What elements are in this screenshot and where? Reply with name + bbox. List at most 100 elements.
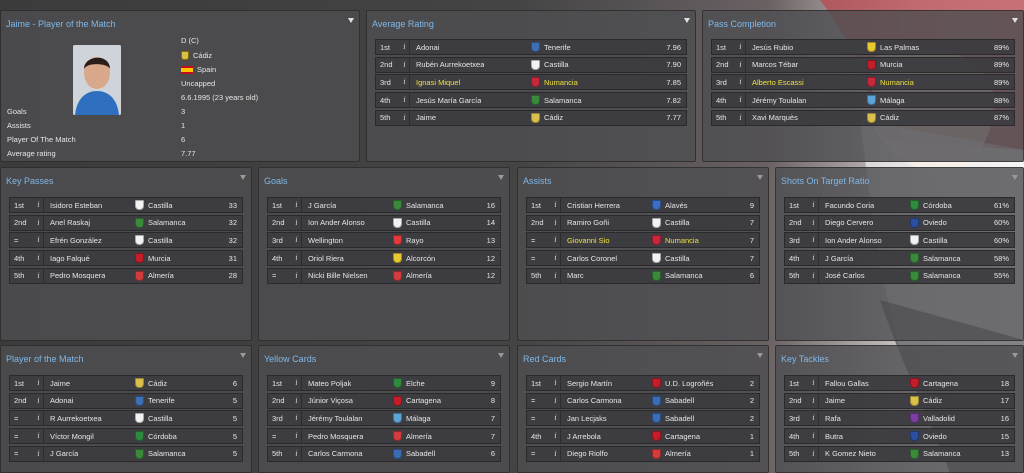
club-link[interactable]: Almería xyxy=(393,431,432,442)
player-name-link[interactable]: Víctor Mongil xyxy=(50,431,94,441)
player-name-link[interactable]: Jaime xyxy=(416,113,437,123)
player-name-link[interactable]: José Carlos xyxy=(825,271,865,281)
player-name-link[interactable]: Ion Ander Alonso xyxy=(825,235,882,245)
club-link[interactable]: Cádiz xyxy=(867,112,899,123)
info-icon[interactable]: i xyxy=(292,446,302,461)
player-name-link[interactable]: Diego Riolfo xyxy=(567,449,608,459)
table-row[interactable]: = i Efrén González Castilla 32 xyxy=(9,232,243,249)
club-link[interactable]: Murcia xyxy=(867,59,903,70)
info-icon[interactable]: i xyxy=(292,393,302,408)
info-icon[interactable]: i xyxy=(809,233,819,248)
info-icon[interactable]: i xyxy=(809,393,819,408)
info-icon[interactable]: i xyxy=(551,215,561,230)
player-name-link[interactable]: Giovanni Sio xyxy=(567,235,610,245)
player-name-link[interactable]: Jérémy Toulalan xyxy=(308,413,363,423)
table-row[interactable]: 4th i J Arrebola Cartagena 1 xyxy=(526,428,760,445)
club-link[interactable]: Sabadell xyxy=(393,448,435,459)
player-name-link[interactable]: Jaime xyxy=(825,396,846,406)
table-row[interactable]: 5th i Jaime Cádiz 7.77 xyxy=(375,109,687,126)
panel-title[interactable]: Shots On Target Ratio xyxy=(781,176,870,186)
panel-menu-arrow-icon[interactable] xyxy=(1012,353,1018,358)
table-row[interactable]: 4th i Jérémy Toulalan Málaga 88% xyxy=(711,92,1015,109)
table-row[interactable]: 1st i Jaime Cádiz 6 xyxy=(9,375,243,391)
club-link[interactable]: Málaga xyxy=(393,413,431,424)
table-row[interactable]: 4th i J García Salamanca 58% xyxy=(784,250,1015,267)
club-link[interactable]: Rayo xyxy=(393,235,424,246)
info-icon[interactable]: i xyxy=(551,411,561,426)
table-row[interactable]: 3rd i Wellington Rayo 13 xyxy=(267,232,501,249)
table-row[interactable]: 1st i Fallou Gallas Cartagena 18 xyxy=(784,375,1015,391)
table-row[interactable]: 2nd i Marcos Tébar Murcia 89% xyxy=(711,56,1015,73)
panel-menu-arrow-icon[interactable] xyxy=(1012,175,1018,180)
info-icon[interactable]: i xyxy=(809,376,819,390)
info-icon[interactable]: i xyxy=(809,268,819,283)
player-name-link[interactable]: Isidoro Esteban xyxy=(50,200,103,210)
info-icon[interactable]: i xyxy=(400,93,410,108)
club-link[interactable]: Oviedo xyxy=(910,431,947,442)
player-name-link[interactable]: Nicki Bille Nielsen xyxy=(308,271,368,281)
panel-title[interactable]: Assists xyxy=(523,176,552,186)
player-name-link[interactable]: Cristian Herrera xyxy=(567,200,620,210)
info-icon[interactable]: i xyxy=(551,268,561,283)
club-link[interactable]: Castilla xyxy=(135,235,173,246)
info-icon[interactable]: i xyxy=(34,268,44,283)
info-icon[interactable]: i xyxy=(34,446,44,461)
club-link[interactable]: Cádiz xyxy=(531,112,563,123)
club-link[interactable]: Salamanca xyxy=(910,448,961,459)
club-link[interactable]: Almería xyxy=(135,270,174,281)
table-row[interactable]: 5th i Pedro Mosquera Almería 28 xyxy=(9,267,243,284)
panel-title[interactable]: Yellow Cards xyxy=(264,354,317,364)
player-name-link[interactable]: Júnior Viçosa xyxy=(308,396,353,406)
player-name-link[interactable]: Wellington xyxy=(308,235,343,245)
club-link[interactable]: Numancia xyxy=(867,77,914,88)
club-link[interactable]: Sabadell xyxy=(652,413,694,424)
table-row[interactable]: 2nd i Adonai Tenerife 5 xyxy=(9,392,243,409)
info-icon[interactable]: i xyxy=(551,233,561,248)
club-link[interactable]: Almería xyxy=(652,448,691,459)
player-name-link[interactable]: Efrén González xyxy=(50,235,102,245)
info-icon[interactable]: i xyxy=(292,376,302,390)
club-link[interactable]: Tenerife xyxy=(135,395,175,406)
player-name-link[interactable]: Jérémy Toulalan xyxy=(752,95,807,105)
table-row[interactable]: 5th i K Gomez Nieto Salamanca 13 xyxy=(784,445,1015,462)
info-icon[interactable]: i xyxy=(292,233,302,248)
panel-menu-arrow-icon[interactable] xyxy=(498,353,504,358)
club-link[interactable]: Castilla xyxy=(393,217,431,228)
info-icon[interactable]: i xyxy=(551,251,561,266)
panel-title[interactable]: Player of the Match xyxy=(6,354,84,364)
club-link[interactable]: Cádiz xyxy=(135,378,167,388)
club-link[interactable]: Cartagena xyxy=(393,395,441,406)
player-name-link[interactable]: Jaime xyxy=(50,378,71,388)
table-row[interactable]: 2nd i Anel Raskaj Salamanca 32 xyxy=(9,214,243,231)
player-name-link[interactable]: Carlos Carmona xyxy=(308,449,363,459)
info-icon[interactable]: i xyxy=(809,411,819,426)
player-name-link[interactable]: Jesús Rubio xyxy=(752,42,794,52)
info-icon[interactable]: i xyxy=(736,110,746,125)
player-name-link[interactable]: Iago Falqué xyxy=(50,253,90,263)
panel-title[interactable]: Key Tackles xyxy=(781,354,829,364)
club-link[interactable]: Cartagena xyxy=(652,431,700,442)
table-row[interactable]: 1st i Isidoro Esteban Castilla 33 xyxy=(9,197,243,213)
info-icon[interactable]: i xyxy=(551,198,561,212)
club-link[interactable]: Castilla xyxy=(135,413,173,424)
club-link[interactable]: Almería xyxy=(393,270,432,281)
player-name-link[interactable]: Pedro Mosquera xyxy=(50,271,106,281)
table-row[interactable]: 3rd i Jérémy Toulalan Málaga 7 xyxy=(267,410,501,427)
player-name-link[interactable]: Rubén Aurrekoetxea xyxy=(416,60,485,70)
club-link[interactable]: Salamanca xyxy=(910,253,961,264)
table-row[interactable]: 1st i Mateo Poljak Elche 9 xyxy=(267,375,501,391)
info-icon[interactable]: i xyxy=(34,233,44,248)
table-row[interactable]: 1st i Sergio Martín U.D. Logroñés 2 xyxy=(526,375,760,391)
panel-menu-arrow-icon[interactable] xyxy=(240,175,246,180)
club-link[interactable]: Castilla xyxy=(135,200,173,210)
table-row[interactable]: = i Giovanni Sio Numancia 7 xyxy=(526,232,760,249)
panel-menu-arrow-icon[interactable] xyxy=(757,353,763,358)
table-row[interactable]: 1st i Facundo Coria Córdoba 61% xyxy=(784,197,1015,213)
table-row[interactable]: 5th i Carlos Carmona Sabadell 6 xyxy=(267,445,501,462)
player-name-link[interactable]: Adonai xyxy=(416,42,440,52)
club-link[interactable]: Alavés xyxy=(652,200,688,210)
info-icon[interactable]: i xyxy=(34,411,44,426)
info-icon[interactable]: i xyxy=(292,198,302,212)
player-name-link[interactable]: Ion Ander Alonso xyxy=(308,218,365,228)
table-row[interactable]: = i Diego Riolfo Almería 1 xyxy=(526,445,760,462)
